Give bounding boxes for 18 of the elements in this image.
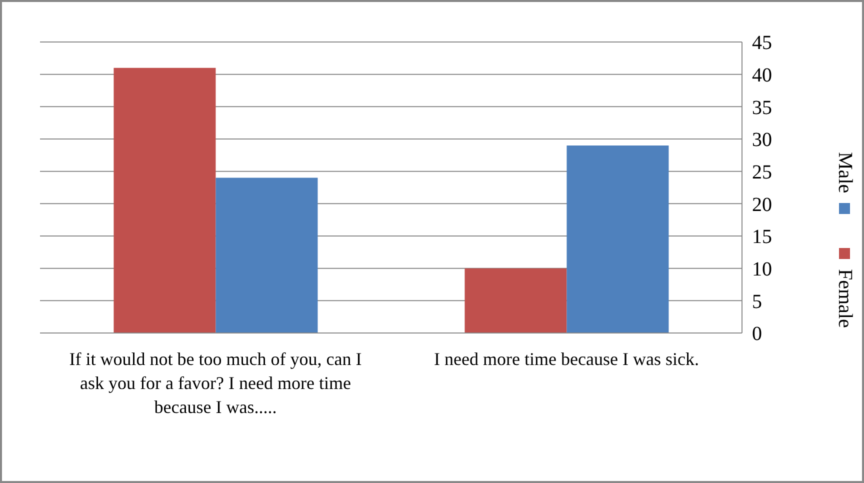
x-tick-label: I need more time because I was sick.: [434, 349, 699, 369]
text: Male: [833, 152, 856, 194]
bar: [464, 268, 567, 333]
bar: [566, 145, 669, 333]
y-tick-label: 30: [752, 129, 772, 152]
y-tick-label: 15: [752, 226, 772, 248]
y-tick-label: 45: [752, 32, 772, 54]
y-tick-label: 0: [752, 323, 762, 346]
y-tick-label: 40: [752, 64, 772, 86]
bar: [114, 68, 216, 333]
bar: [216, 178, 318, 333]
legend-label: Female: [833, 269, 856, 328]
y-tick-label: 25: [752, 161, 772, 184]
y-tick-label: 5: [752, 290, 762, 313]
y-tick-label: 10: [752, 258, 772, 280]
y-tick-label: 20: [752, 194, 772, 216]
y-tick-label: 35: [752, 96, 772, 119]
x-tick-label: If it would not be too much of you, can I ask you for a favor? I need more time because I was.....: [69, 349, 362, 417]
